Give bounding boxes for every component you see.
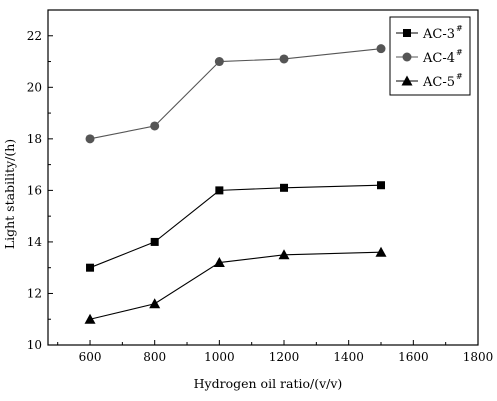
series-line-2 xyxy=(89,251,382,320)
data-point xyxy=(377,181,386,190)
y-tick-label: 12 xyxy=(27,286,42,300)
data-point xyxy=(375,246,387,257)
y-tick-label: 18 xyxy=(27,132,42,146)
y-tick-label: 14 xyxy=(27,235,43,249)
legend-marker xyxy=(402,52,412,62)
y-tick-label: 22 xyxy=(27,29,42,43)
x-tick-label: 1800 xyxy=(463,350,494,364)
x-tick-label: 1600 xyxy=(398,350,429,364)
legend-marker xyxy=(403,29,411,37)
data-point xyxy=(84,313,96,324)
series-line-0 xyxy=(89,184,382,269)
data-point xyxy=(376,44,386,54)
data-point xyxy=(279,54,289,64)
data-point xyxy=(85,134,95,144)
legend-marker xyxy=(401,75,413,86)
x-tick-label: 1000 xyxy=(204,350,235,364)
data-point xyxy=(150,121,160,131)
y-tick-label: 20 xyxy=(27,80,42,94)
legend-label: AC-5 xyxy=(422,75,455,90)
x-axis-title: Hydrogen oil ratio/(v/v) xyxy=(194,376,343,391)
data-point xyxy=(215,186,224,195)
legend-label-superscript: # xyxy=(456,48,463,57)
x-tick-label: 800 xyxy=(143,350,166,364)
data-point xyxy=(214,57,224,67)
data-point xyxy=(213,257,225,268)
data-point xyxy=(280,183,289,192)
data-point xyxy=(150,237,159,246)
data-point xyxy=(149,298,161,309)
y-tick-label: 16 xyxy=(27,183,42,197)
series-line-1 xyxy=(89,48,382,140)
x-tick-label: 1400 xyxy=(333,350,364,364)
x-tick-label: 600 xyxy=(79,350,102,364)
legend-label-superscript: # xyxy=(456,72,463,81)
y-tick-label: 10 xyxy=(27,338,42,352)
legend-label: AC-3 xyxy=(422,27,455,42)
legend-label-superscript: # xyxy=(456,24,463,33)
legend-label: AC-4 xyxy=(422,51,455,66)
y-axis-title: Light stability/(h) xyxy=(2,139,17,249)
x-tick-label: 1200 xyxy=(269,350,300,364)
data-point xyxy=(86,263,95,272)
data-point xyxy=(278,249,290,260)
plot-frame xyxy=(47,9,479,346)
